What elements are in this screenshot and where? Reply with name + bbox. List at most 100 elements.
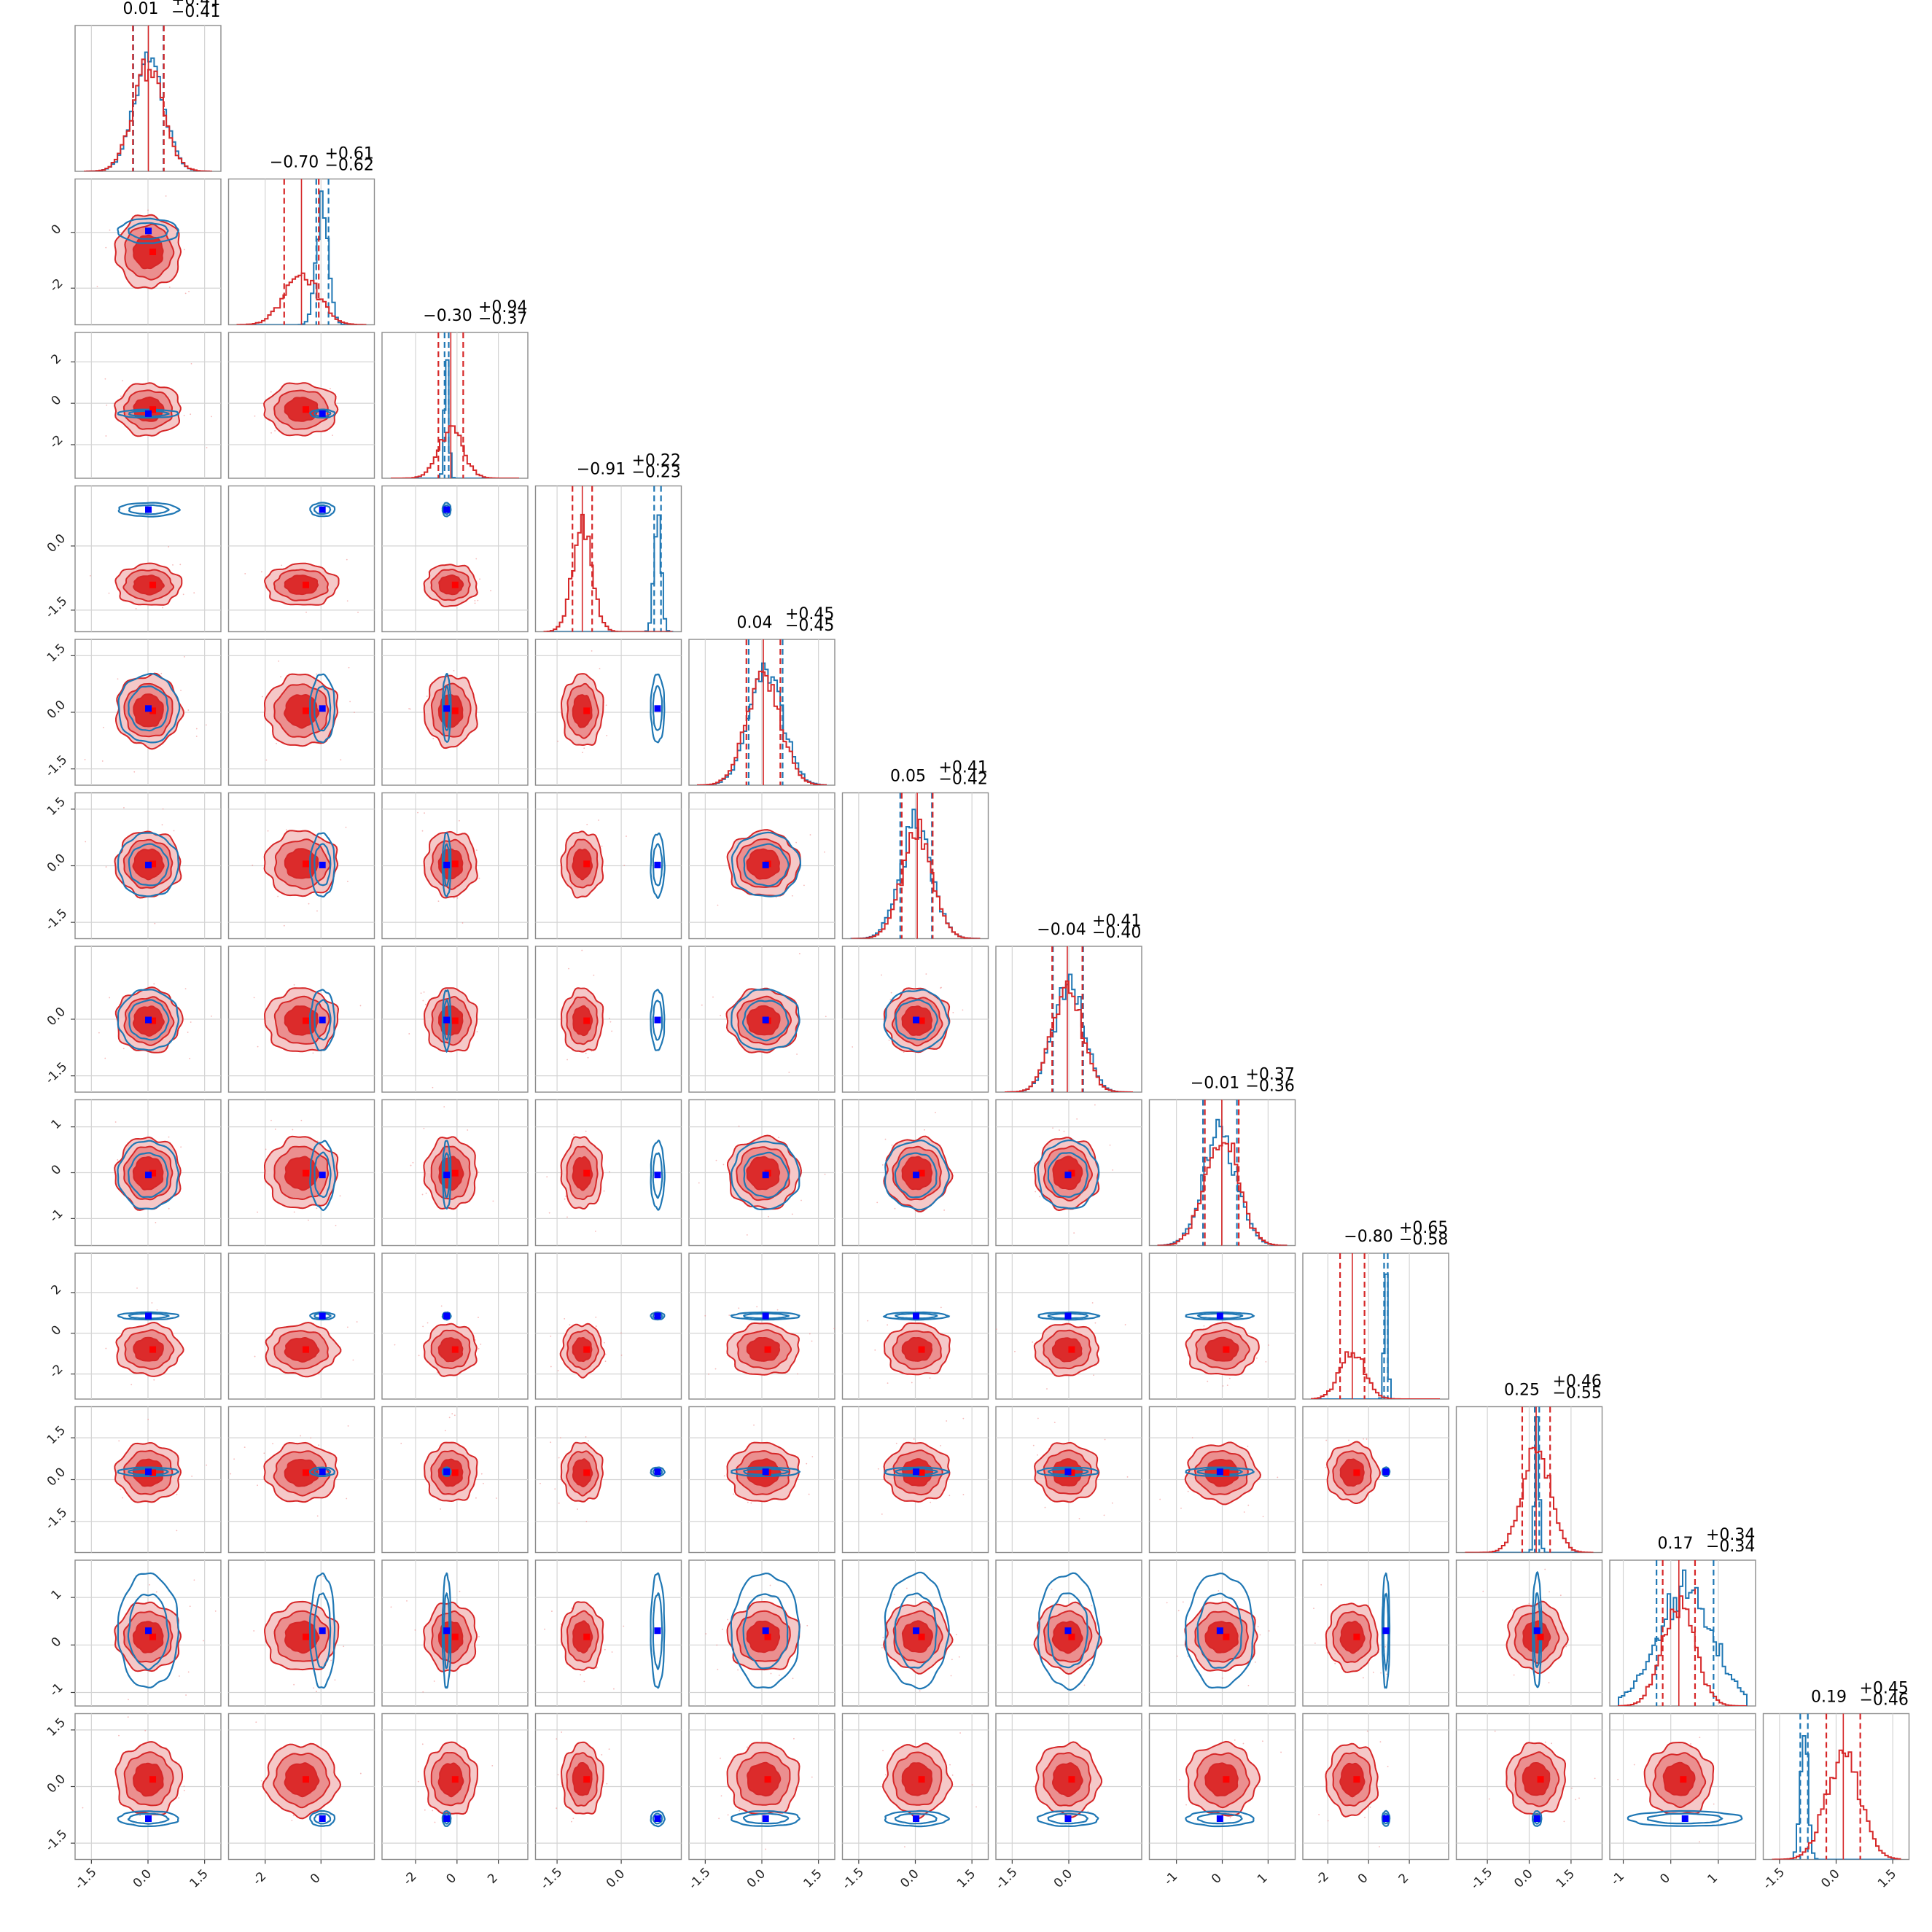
blue-contour-1 [1185,1466,1255,1477]
panel-plot-area [842,1099,989,1246]
red-sample-point [595,1325,597,1327]
red-sample-point [595,1316,597,1318]
red-contour-3 [438,574,464,596]
panel-frame [381,485,529,633]
red-sample-point [791,1213,793,1215]
blue-marker [1064,1815,1072,1822]
panel-plot-area [689,1099,835,1246]
red-sample-point [930,1501,932,1503]
red-marker [149,1633,157,1640]
red-sample-point [118,1734,120,1737]
red-sample-point [881,1647,883,1648]
blue-marker [1382,1627,1390,1635]
red-sample-point [1363,1677,1364,1679]
red-contour-3 [1662,1761,1696,1796]
blue-contour-2 [128,1468,169,1476]
red-sample-point [214,1610,217,1612]
red-sample-point [1571,1787,1573,1789]
red-sample-point [408,1033,410,1035]
red-sample-point [893,1594,895,1595]
blue-contour-2 [128,410,170,418]
red-sample-point [421,1743,424,1745]
red-contour-3 [133,1336,164,1362]
panel-frame [534,1253,682,1400]
red-sample-point [797,1373,798,1375]
panel-title-upper-5: +0.41 [939,759,988,777]
blue-contour-1 [117,672,181,744]
red-sample-point [550,1335,552,1337]
x-tick-label: 1 [1705,1871,1721,1887]
red-sample-point [924,1129,925,1131]
red-marker [583,707,591,714]
panel-plot-area [228,1099,375,1246]
red-sample-point [104,378,106,380]
panel-10-0: 1 0 -1 [47,1559,222,1707]
red-sample-point [90,574,91,577]
x-tick-label: 1.5 [954,1866,978,1890]
y-tick-label: 0 [49,1162,65,1178]
x-tick-label: 1.5 [801,1866,825,1890]
red-sample-point [1513,1674,1515,1676]
x-tick-label: 0 [1355,1871,1371,1887]
panel-7-4 [688,1099,835,1247]
blue-contour-2 [128,504,170,515]
red-marker [303,1169,309,1177]
red-sample-point [971,1784,973,1786]
red-sample-point [955,1634,957,1635]
panel-plot-area [1149,1713,1296,1860]
red-marker [451,860,459,868]
red-sample-point [422,1000,424,1002]
red-sample-point [335,1224,337,1226]
red-sample-point [943,1210,945,1211]
red-sample-point [318,1444,320,1446]
panel-plot-area [535,1099,682,1246]
red-marker [303,1017,309,1024]
red-sample-point [312,1052,314,1054]
red-sample-point [480,1473,483,1475]
panel-11-3: -1.5 0.0 [534,1713,682,1893]
red-sample-point [178,1797,180,1799]
red-sample-point [443,1106,445,1108]
red-sample-point [278,660,280,662]
red-sample-point [182,593,184,596]
panel-plot-area [75,1406,221,1553]
red-marker [1223,1776,1230,1783]
blue-contour-2 [741,1000,790,1042]
red-sample-point [265,759,268,761]
panel-0-0: 0.01 +0.41−0.41 [74,0,222,172]
red-sample-point [718,1818,720,1820]
red-sample-point [544,1628,546,1630]
red-sample-point [307,1219,309,1221]
blue-contour-2 [1196,1312,1244,1320]
red-sample-point [272,1443,273,1445]
red-sample-point [1369,1806,1371,1808]
red-marker [1223,1633,1230,1640]
blue-contour-1 [117,1810,179,1828]
panel-plot-area [382,792,528,939]
red-sample-point [467,1129,469,1131]
panel-plot-area [689,1560,835,1706]
blue-contour-2 [313,685,332,732]
red-sample-point [556,1807,558,1810]
blue-marker [1064,1172,1072,1179]
panel-11-9: -1.5 0.0 1.5 [1455,1713,1603,1893]
panel-4-3 [534,639,682,786]
red-histogram [391,425,519,478]
y-tick-label: 0.0 [44,1772,69,1796]
red-sample-point [593,974,595,976]
red-contour-3 [284,1762,320,1798]
red-sample-point [154,922,156,924]
x-tick-label: -1 [1161,1869,1180,1888]
red-sample-point [270,391,272,393]
red-sample-point [1059,1129,1060,1131]
panel-plot-area [697,639,827,785]
panel-10-3 [534,1559,682,1707]
blue-marker [443,861,451,868]
red-marker [149,1017,157,1024]
red-sample-point [424,1003,426,1005]
red-sample-point [135,608,137,609]
x-tick-label: -2 [250,1869,269,1888]
blue-contour-1 [309,1311,336,1321]
blue-contour-1 [731,1810,801,1827]
panel-9-1 [227,1406,375,1554]
